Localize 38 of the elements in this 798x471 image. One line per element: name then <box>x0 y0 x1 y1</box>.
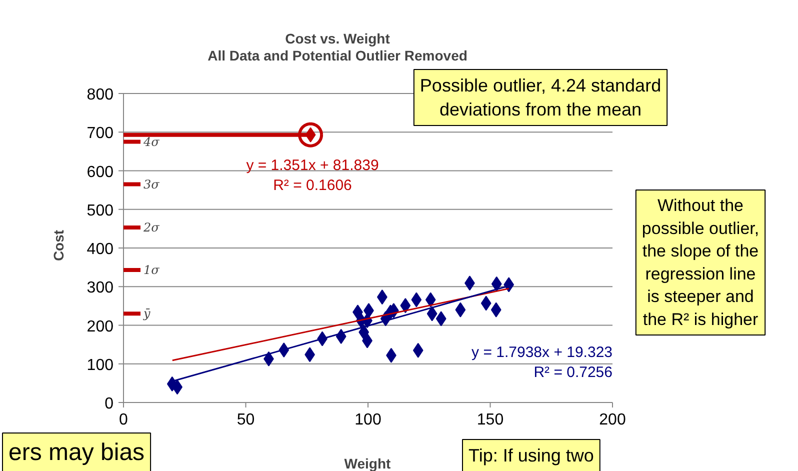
point <box>491 276 502 292</box>
x-tick-label: 50 <box>236 412 255 428</box>
y-tick-label: 700 <box>86 125 114 142</box>
y-tick-label: 400 <box>86 241 114 258</box>
y-tick-label: 0 <box>104 396 114 412</box>
ref-line-label: 1σ <box>144 263 160 278</box>
y-tick-label: 500 <box>86 202 114 220</box>
point <box>490 302 502 318</box>
x-tick-label: 150 <box>476 412 504 428</box>
ref-line-label: 4σ <box>142 134 160 149</box>
chart-subtitle: All Data and Potential Outlier Removed <box>208 48 468 64</box>
x-tick-label: 200 <box>599 412 626 428</box>
x-tick-label: 0 <box>119 412 128 428</box>
point <box>480 296 492 311</box>
ref-line-label: 2σ <box>142 220 160 235</box>
point <box>400 298 411 314</box>
y-tick-label: 100 <box>86 356 114 374</box>
point <box>412 342 424 358</box>
x-tick-label: 100 <box>354 412 382 428</box>
annotation: y = 1.7938x + 19.323 R² = 0.7256 <box>472 344 613 382</box>
ref-line-label: ȳ <box>142 306 150 321</box>
annotation: y = 1.351x + 81.839 R² = 0.1606 <box>246 156 379 194</box>
text: Tip: If using two <box>468 446 594 466</box>
y-tick-label: 800 <box>86 86 114 104</box>
ref-line-label: 3σ <box>144 177 160 192</box>
text: Without the possible outlier, the slope of the regression line is steeper and the R² is higher <box>642 196 760 329</box>
text: ers may bias <box>8 439 145 466</box>
point <box>455 302 466 318</box>
y-tick-label: 300 <box>86 280 114 297</box>
y-tick-label: 600 <box>86 164 114 181</box>
point <box>426 306 438 322</box>
annotation: Possible outlier, 4.24 standard deviations from the mean <box>420 76 662 120</box>
chart-title: Cost vs. Weight <box>285 30 390 46</box>
point <box>425 292 436 308</box>
y-tick-label: 200 <box>86 318 114 336</box>
y-axis-title: Cost <box>50 230 66 262</box>
point <box>436 311 446 326</box>
point <box>411 292 422 308</box>
